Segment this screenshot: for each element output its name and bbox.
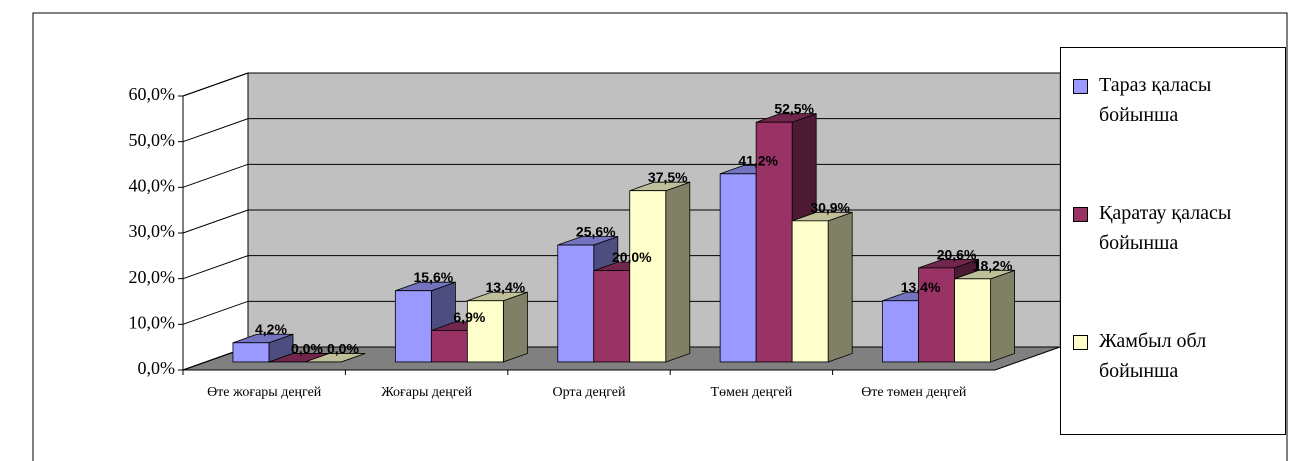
bar-side: [502, 291, 528, 363]
bar-front: [719, 173, 757, 363]
value-label: 20,6%: [937, 246, 977, 262]
bar: [954, 269, 1015, 363]
legend-swatch: [1073, 207, 1088, 222]
y-tick-label: 10,0%: [129, 312, 176, 332]
value-label: 15,6%: [414, 269, 454, 285]
bar-front: [557, 244, 595, 363]
legend-label: Жамбыл обл бойынша: [1099, 330, 1207, 382]
x-tick-label: Орта деңгей: [552, 385, 626, 400]
bar-side: [990, 269, 1015, 363]
x-tick-label: Жоғары деңгей: [381, 385, 472, 400]
bar-top: [304, 353, 366, 363]
x-tick-label: Өте төмен деңгей: [861, 385, 967, 400]
y-tick-label: 0,0%: [138, 358, 176, 378]
value-label: 41,2%: [738, 152, 778, 168]
bar-front: [430, 330, 468, 363]
value-label: 25,6%: [576, 223, 616, 239]
bar: [466, 291, 528, 363]
bar-front: [394, 290, 432, 363]
legend-entry: Тараз қаласы бойынша: [1071, 70, 1276, 130]
value-label: 0,0%: [291, 340, 323, 356]
bar-front: [466, 300, 504, 363]
bar: [304, 353, 366, 363]
value-label: 6,9%: [453, 309, 485, 325]
value-label: 20,0%: [612, 249, 652, 265]
bar: [629, 181, 691, 363]
bar: [232, 333, 294, 363]
bar-front: [791, 220, 829, 363]
bar-front: [882, 300, 919, 363]
legend-swatch: [1073, 335, 1088, 350]
grid-line: [182, 72, 1060, 97]
bar-front: [593, 270, 631, 363]
chart-frame: [32, 12, 1288, 461]
value-label: 13,4%: [901, 279, 941, 295]
bar-front: [629, 190, 667, 363]
value-label: 30,9%: [810, 199, 850, 215]
value-label: 13,4%: [486, 279, 526, 295]
y-tick-label: 30,0%: [129, 221, 176, 241]
bar-front: [918, 267, 955, 363]
y-tick-label: 50,0%: [129, 130, 176, 150]
bar: [791, 211, 853, 363]
bar-front: [232, 342, 270, 363]
x-tick-label: Төмен деңгей: [710, 385, 793, 400]
bar-side: [827, 211, 853, 363]
value-label: 52,5%: [774, 101, 814, 117]
value-label: 4,2%: [255, 321, 287, 337]
value-label: 18,2%: [973, 257, 1013, 273]
legend: Тараз қаласы бойынша Қаратау қаласы бойын…: [1060, 47, 1286, 435]
legend-entry: Жамбыл обл бойынша: [1071, 326, 1276, 386]
x-tick-label: Өте жоғары деңгей: [207, 385, 322, 400]
value-label: 37,5%: [648, 169, 688, 185]
legend-label: Қаратау қаласы бойынша: [1099, 202, 1232, 254]
bar-side: [665, 181, 691, 363]
value-label: 0,0%: [327, 340, 359, 356]
legend-entry: Қаратау қаласы бойынша: [1071, 198, 1276, 258]
y-tick-label: 20,0%: [129, 267, 176, 287]
bar-front: [755, 121, 793, 363]
legend-label: Тараз қаласы бойынша: [1099, 74, 1212, 126]
legend-swatch: [1073, 79, 1088, 94]
y-tick-label: 40,0%: [129, 175, 176, 195]
bar-front: [954, 278, 991, 363]
y-tick-label: 60,0%: [129, 84, 176, 104]
